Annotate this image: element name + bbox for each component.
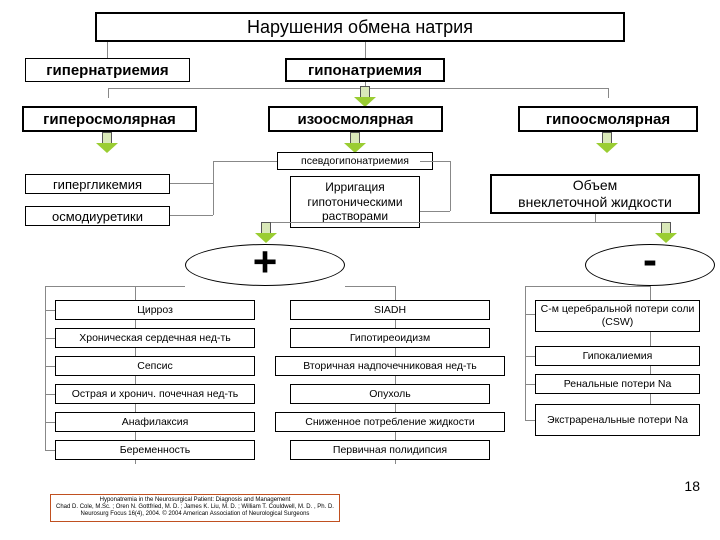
mid-list-0: SIADH (290, 300, 490, 320)
page-number: 18 (684, 478, 700, 494)
mid-list-5: Первичная полидипсия (290, 440, 490, 460)
arrow-r1r-mid (354, 86, 376, 106)
left3b-text: осмодиуретики (52, 209, 143, 224)
row1-right-text: гипонатриемия (308, 62, 422, 79)
left3a-box: гипергликемия (25, 174, 170, 194)
right-list-1: Гипокалиемия (535, 346, 700, 366)
left-list-4: Анафилаксия (55, 412, 255, 432)
left-list-3: Острая и хронич. почечная нед-ть (55, 384, 255, 404)
right-list-3: Экстраренальные потери Na (535, 404, 700, 436)
arrow-r2r (596, 132, 618, 152)
mid-list-2: Вторичная надпочечниковая нед-ть (275, 356, 505, 376)
mid-list-3-t: Опухоль (369, 388, 410, 400)
page-number-text: 18 (684, 478, 700, 494)
left3a-text: гипергликемия (53, 177, 142, 192)
right-list-0-t: С-м церебральной потери соли (CSW) (540, 303, 695, 328)
row2-mid: изоосмолярная (268, 106, 443, 132)
plus-sign: + (185, 238, 345, 286)
right-list-2-t: Ренальные потери Na (564, 378, 672, 390)
row1-left-text: гипернатриемия (46, 62, 168, 79)
pseudo-box: псевдогипонатриемия (277, 152, 433, 170)
mid-list-5-t: Первичная полидипсия (333, 444, 447, 456)
mid3-box: Ирригация гипотоническими растворами (290, 176, 420, 228)
row2-right-text: гипоосмолярная (546, 111, 670, 128)
citation-box: Hyponatremia in the Neurosurgical Patien… (50, 494, 340, 522)
right-list-1-t: Гипокалиемия (583, 350, 653, 362)
mid-list-3: Опухоль (290, 384, 490, 404)
minus-sign: - (585, 236, 715, 284)
left-list-0: Цирроз (55, 300, 255, 320)
left-list-5-t: Беременность (120, 444, 190, 456)
left-list-4-t: Анафилаксия (122, 416, 189, 428)
left-list-3-t: Острая и хронич. почечная нед-ть (72, 388, 238, 400)
mid-list-2-t: Вторичная надпочечниковая нед-ть (303, 360, 477, 372)
minus-text: - (643, 236, 657, 283)
mid3-l1: Ирригация (325, 180, 385, 194)
citation-l3: Neurosurg Focus 16(4), 2004. © 2004 Amer… (53, 511, 337, 518)
row1-right: гипонатриемия (285, 58, 445, 82)
right-list-2: Ренальные потери Na (535, 374, 700, 394)
right-list-3-t: Экстраренальные потери Na (547, 414, 688, 427)
title-text: Нарушения обмена натрия (247, 17, 473, 38)
arrow-r2l (96, 132, 118, 152)
row1-left: гипернатриемия (25, 58, 190, 82)
row2-mid-text: изоосмолярная (297, 111, 413, 128)
row2-left: гиперосмолярная (22, 106, 197, 132)
left-list-1: Хроническая сердечная нед-ть (55, 328, 255, 348)
mid-list-1: Гипотиреоидизм (290, 328, 490, 348)
left-list-5: Беременность (55, 440, 255, 460)
mid-list-0-t: SIADH (374, 304, 406, 316)
arrow-r2m (344, 132, 366, 152)
row2-left-text: гиперосмолярная (43, 111, 176, 128)
left3b-box: осмодиуретики (25, 206, 170, 226)
row2-right: гипоосмолярная (518, 106, 698, 132)
mid-list-1-t: Гипотиреоидизм (350, 332, 430, 344)
left-list-0-t: Цирроз (137, 304, 173, 316)
left-list-2-t: Сепсис (137, 360, 172, 372)
plus-text: + (253, 238, 278, 285)
pseudo-text: псевдогипонатриемия (301, 155, 409, 167)
mid3-l2: гипотоническими (307, 195, 402, 209)
mid-list-4: Сниженное потребление жидкости (275, 412, 505, 432)
right3-l1: Объем (573, 177, 618, 194)
mid-list-4-t: Сниженное потребление жидкости (305, 416, 474, 428)
title-box: Нарушения обмена натрия (95, 12, 625, 42)
right-list-0: С-м церебральной потери соли (CSW) (535, 300, 700, 332)
left-list-1-t: Хроническая сердечная нед-ть (79, 332, 231, 344)
left-list-2: Сепсис (55, 356, 255, 376)
right3-l2: внеклеточной жидкости (518, 194, 672, 211)
right3-box: Объем внеклеточной жидкости (490, 174, 700, 214)
citation-l1: Hyponatremia in the Neurosurgical Patien… (53, 497, 337, 504)
